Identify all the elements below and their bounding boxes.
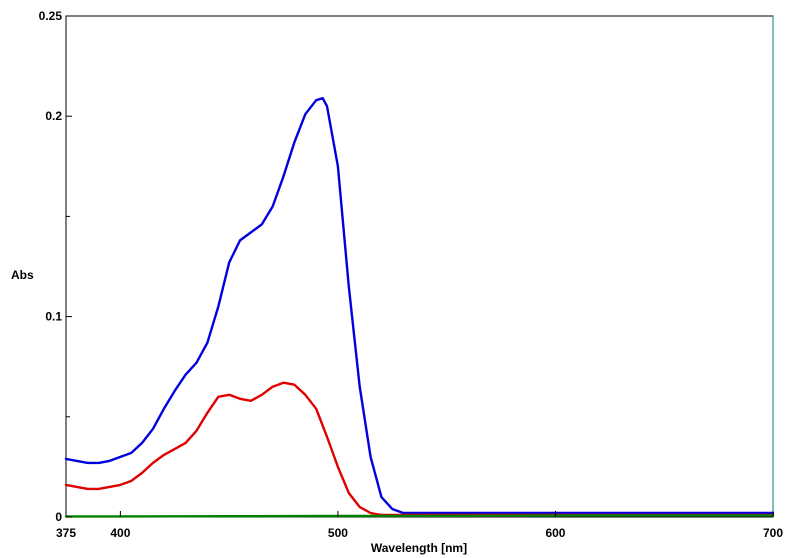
y-ticks: 0.25 0.2 0.1 0 [39, 9, 72, 524]
x-ticks: 375 400 500 600 700 [56, 511, 783, 540]
y-axis-title: Abs [11, 268, 34, 282]
x-tick-label: 400 [110, 526, 130, 540]
series-layer [64, 96, 775, 518]
series-line-2 [64, 381, 775, 517]
y-tick-label: 0 [55, 510, 62, 524]
series-line-1 [64, 96, 775, 515]
x-tick-label: 600 [545, 526, 565, 540]
y-tick-label: 0.25 [39, 9, 63, 23]
y-tick-label: 0.2 [45, 109, 62, 123]
plot-frame [65, 15, 774, 518]
x-tick-label: 375 [56, 526, 76, 540]
y-tick-label: 0.1 [45, 310, 62, 324]
x-tick-label: 500 [328, 526, 348, 540]
series-line-3 [64, 514, 775, 518]
x-axis-title: Wavelength [nm] [371, 541, 467, 555]
x-tick-label: 700 [763, 526, 783, 540]
